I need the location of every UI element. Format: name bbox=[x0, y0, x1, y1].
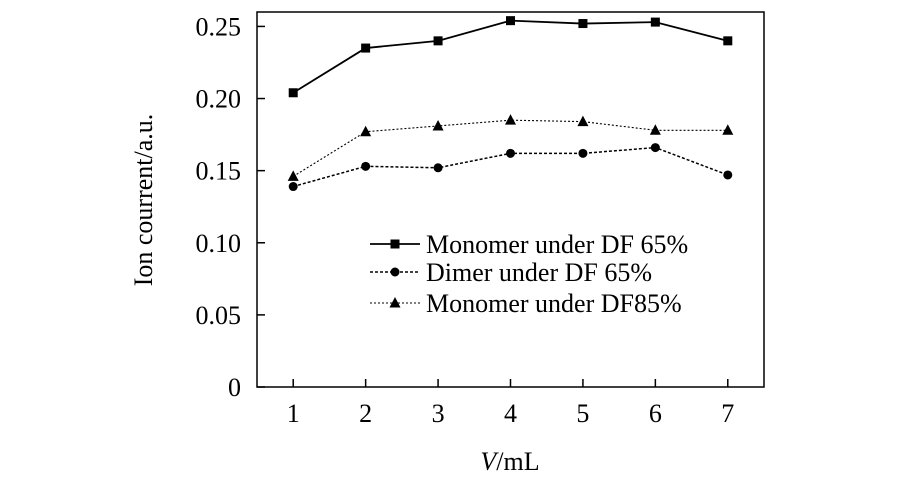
data-point bbox=[360, 125, 372, 137]
data-point bbox=[506, 16, 515, 26]
legend-label: Monomer under DF85% bbox=[426, 289, 682, 318]
data-point bbox=[287, 170, 299, 181]
data-point bbox=[433, 163, 443, 173]
y-tick-label: 0.05 bbox=[196, 301, 242, 330]
legend-marker bbox=[389, 297, 401, 308]
x-axis-label-unit: /mL bbox=[496, 447, 539, 476]
legend-label: Dimer under DF 65% bbox=[426, 258, 652, 287]
x-tick-label: 6 bbox=[649, 399, 662, 428]
x-tick-label: 1 bbox=[287, 399, 300, 428]
data-point bbox=[650, 17, 660, 27]
data-point bbox=[361, 43, 371, 53]
data-point bbox=[288, 88, 298, 98]
data-point bbox=[432, 119, 444, 131]
x-axis-label-variable: V bbox=[480, 447, 499, 476]
x-axis-label: V/mL bbox=[480, 447, 539, 476]
data-point bbox=[578, 148, 588, 158]
x-tick-label: 3 bbox=[432, 399, 445, 428]
y-tick-label: 0.15 bbox=[196, 157, 242, 186]
y-axis-ticks: 0 0.05 0.10 0.15 0.20 0.25 bbox=[196, 12, 265, 402]
legend: Monomer under DF 65%Dimer under DF 65%Mo… bbox=[370, 230, 688, 318]
data-point bbox=[723, 170, 733, 180]
x-tick-label: 5 bbox=[576, 399, 589, 428]
x-axis-ticks: 1 2 3 4 5 6 7 bbox=[287, 379, 734, 428]
series-square bbox=[288, 16, 733, 98]
y-tick-label: 0.25 bbox=[196, 12, 242, 41]
x-tick-label: 2 bbox=[359, 399, 372, 428]
data-point bbox=[723, 36, 733, 46]
data-point bbox=[577, 115, 589, 127]
series-line bbox=[292, 19, 729, 94]
series-circle bbox=[288, 143, 733, 192]
y-axis-label: Ion courrent/a.u. bbox=[129, 114, 158, 287]
y-tick-label: 0.20 bbox=[196, 85, 242, 114]
data-point bbox=[650, 143, 660, 153]
data-point bbox=[722, 124, 734, 135]
legend-marker bbox=[390, 267, 400, 277]
data-point bbox=[361, 161, 371, 171]
y-tick-label: 0 bbox=[228, 373, 241, 402]
data-point bbox=[578, 19, 588, 29]
data-point bbox=[288, 182, 298, 192]
legend-marker bbox=[390, 239, 400, 249]
y-tick-label: 0.10 bbox=[196, 229, 242, 258]
data-point bbox=[433, 36, 443, 46]
data-point bbox=[506, 148, 515, 158]
data-point bbox=[505, 114, 516, 125]
data-point bbox=[649, 124, 661, 135]
legend-label: Monomer under DF 65% bbox=[426, 230, 688, 259]
x-tick-label: 4 bbox=[504, 399, 517, 428]
x-tick-label: 7 bbox=[721, 399, 734, 428]
series-triangle bbox=[287, 114, 734, 181]
series-layer bbox=[287, 16, 734, 192]
